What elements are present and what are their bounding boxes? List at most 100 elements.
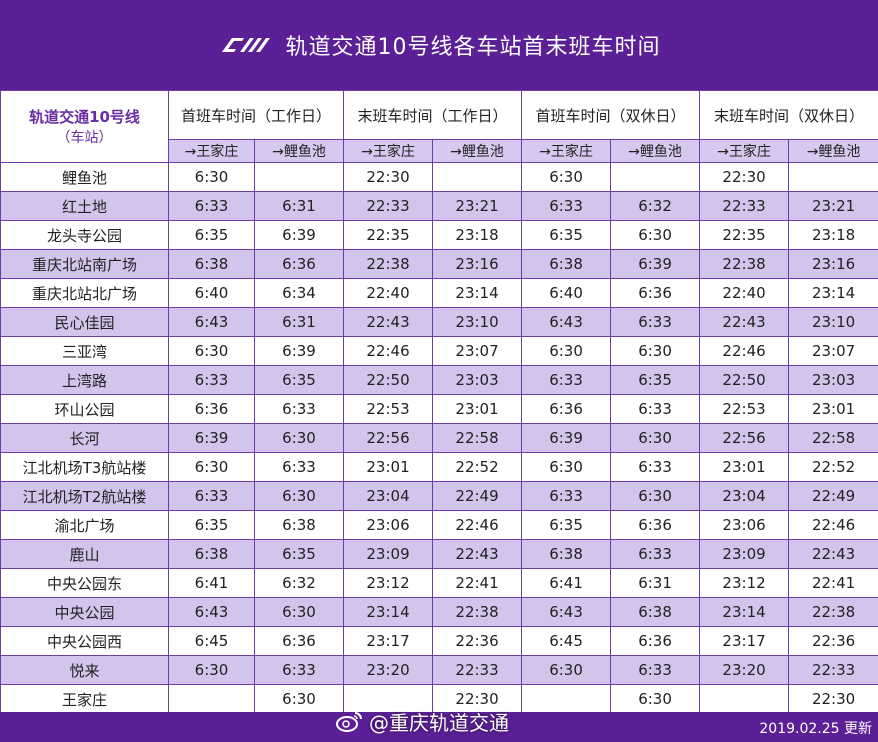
time-cell: 6:30 (168, 336, 255, 366)
time-cell: 23:14 (699, 597, 790, 627)
station-name: 民心佳园 (0, 307, 169, 337)
time-cell: 23:01 (343, 452, 434, 482)
station-name: 上湾路 (0, 365, 169, 395)
table-row: 中央公园西 6:45 6:36 23:17 22:36 6:45 6:36 23:17 22:3… (0, 626, 878, 656)
time-cell: 6:30 (168, 162, 255, 192)
time-cell: 22:43 (432, 539, 523, 569)
time-cell: 23:01 (788, 394, 878, 424)
direction-header: →王家庄 (521, 139, 612, 163)
group-header-row: 轨道交通10号线 （车站） 首班车时间（工作日） 末班车时间（工作日） 首班车时… (0, 90, 878, 163)
table-row: 重庆北站北广场 6:40 6:34 22:40 23:14 6:40 6:36 22:40 23… (0, 278, 878, 308)
time-cell: 6:30 (253, 481, 345, 511)
station-name: 三亚湾 (0, 336, 169, 366)
time-cell: 22:53 (699, 394, 790, 424)
time-cell: 6:36 (168, 394, 255, 424)
time-cell: 6:32 (253, 568, 345, 598)
time-cell: 22:30 (343, 162, 434, 192)
time-cell (168, 684, 255, 714)
time-cell: 22:46 (432, 510, 523, 540)
time-cell: 23:14 (788, 278, 878, 308)
time-cell: 6:36 (521, 394, 612, 424)
time-cell: 23:06 (343, 510, 434, 540)
group-header-last-weekend: 末班车时间（双休日） (699, 90, 878, 140)
time-cell: 23:20 (343, 655, 434, 685)
time-cell: 6:35 (168, 510, 255, 540)
time-cell: 23:16 (788, 249, 878, 279)
time-cell: 6:30 (610, 481, 701, 511)
station-name: 鲤鱼池 (0, 162, 169, 192)
time-cell: 22:58 (432, 423, 523, 453)
page-title: 轨道交通10号线各车站首末班车时间 (285, 35, 661, 60)
direction-header: →王家庄 (343, 139, 434, 163)
time-cell: 6:36 (610, 626, 701, 656)
time-cell: 6:39 (253, 220, 345, 250)
time-cell: 22:43 (699, 307, 790, 337)
time-cell: 22:53 (343, 394, 434, 424)
time-cell: 6:38 (168, 249, 255, 279)
time-cell: 6:38 (253, 510, 345, 540)
station-name: 鹿山 (0, 539, 169, 569)
time-cell: 6:38 (521, 539, 612, 569)
table-row: 红土地 6:33 6:31 22:33 23:21 6:33 6:32 22:33 23:21 (0, 191, 878, 221)
time-cell: 23:07 (432, 336, 523, 366)
time-cell: 22:52 (788, 452, 878, 482)
time-cell (253, 162, 345, 192)
time-cell: 6:35 (168, 220, 255, 250)
time-cell: 22:40 (343, 278, 434, 308)
time-cell: 6:33 (610, 452, 701, 482)
time-cell: 23:18 (432, 220, 523, 250)
time-cell: 6:35 (253, 365, 345, 395)
table-row: 王家庄 6:30 22:30 6:30 22:30 (0, 684, 878, 714)
time-cell: 23:06 (699, 510, 790, 540)
time-cell: 23:18 (788, 220, 878, 250)
time-cell: 6:30 (521, 452, 612, 482)
time-cell: 6:30 (521, 162, 612, 192)
time-cell: 22:36 (432, 626, 523, 656)
time-cell: 6:39 (253, 336, 345, 366)
time-cell (343, 684, 434, 714)
time-cell: 6:31 (610, 568, 701, 598)
table-row: 龙头寺公园 6:35 6:39 22:35 23:18 6:35 6:30 22:35 23:1… (0, 220, 878, 250)
time-cell: 6:39 (168, 423, 255, 453)
direction-header: →王家庄 (699, 139, 790, 163)
group-header-first-weekend: 首班车时间（双休日） (521, 90, 701, 140)
time-cell: 23:17 (699, 626, 790, 656)
time-cell: 22:41 (788, 568, 878, 598)
direction-header: →鲤鱼池 (788, 139, 878, 163)
time-cell: 23:10 (788, 307, 878, 337)
time-cell: 22:33 (432, 655, 523, 685)
time-cell: 23:14 (432, 278, 523, 308)
time-cell: 22:35 (699, 220, 790, 250)
station-column-header: 轨道交通10号线 （车站） (0, 90, 169, 163)
table-row: 民心佳园 6:43 6:31 22:43 23:10 6:43 6:33 22:43 23:10 (0, 307, 878, 337)
time-cell: 6:36 (253, 626, 345, 656)
time-cell: 23:03 (432, 365, 523, 395)
time-cell: 23:09 (699, 539, 790, 569)
timetable-body: 鲤鱼池 6:30 22:30 6:30 22:30 红土地 6:33 6:31 22:33 23:… (0, 162, 878, 714)
time-cell: 6:38 (610, 597, 701, 627)
time-cell: 6:45 (521, 626, 612, 656)
table-row: 江北机场T2航站楼 6:33 6:30 23:04 22:49 6:33 6:30 23:04… (0, 481, 878, 511)
time-cell: 23:12 (343, 568, 434, 598)
time-cell: 23:10 (432, 307, 523, 337)
station-name: 长河 (0, 423, 169, 453)
time-cell: 23:04 (343, 481, 434, 511)
time-cell: 23:12 (699, 568, 790, 598)
time-cell: 6:33 (253, 394, 345, 424)
direction-header: →鲤鱼池 (610, 139, 701, 163)
time-cell: 22:33 (343, 191, 434, 221)
time-cell: 22:35 (343, 220, 434, 250)
time-cell: 6:43 (168, 597, 255, 627)
time-cell: 22:43 (788, 539, 878, 569)
time-cell (699, 684, 790, 714)
time-cell: 6:43 (521, 307, 612, 337)
update-date: 2019.02.25 更新 (759, 721, 872, 737)
time-cell: 6:33 (610, 539, 701, 569)
time-cell (788, 162, 878, 192)
time-cell: 6:35 (521, 510, 612, 540)
time-cell: 22:46 (699, 336, 790, 366)
time-cell: 22:30 (699, 162, 790, 192)
time-cell: 22:50 (343, 365, 434, 395)
table-row: 重庆北站南广场 6:38 6:36 22:38 23:16 6:38 6:39 22:38 23… (0, 249, 878, 279)
time-cell: 6:38 (521, 249, 612, 279)
